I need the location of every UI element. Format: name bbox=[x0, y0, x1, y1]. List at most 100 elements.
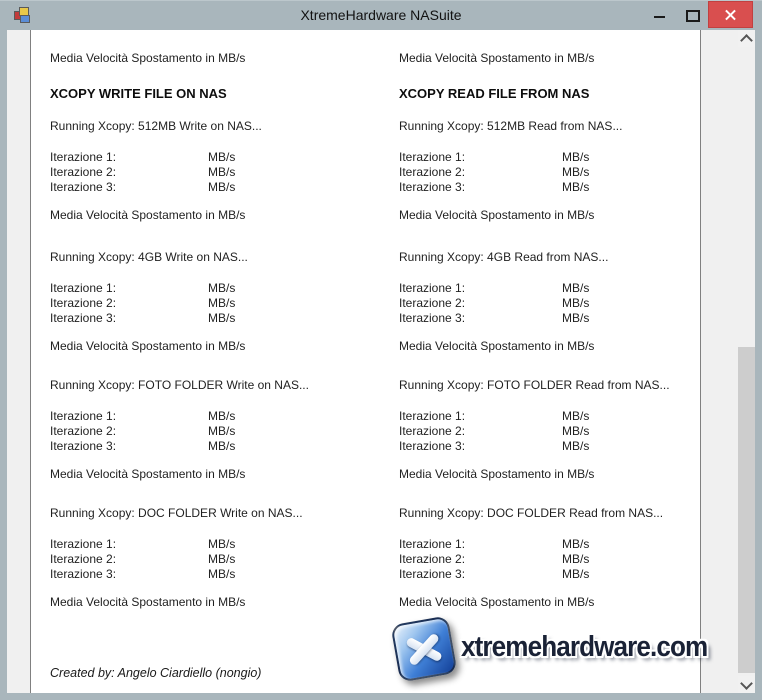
iteration-row: Iterazione 3: MB/s bbox=[399, 180, 729, 195]
iteration-label: Iterazione 2: bbox=[50, 165, 117, 179]
app-icon-blue-square bbox=[20, 15, 30, 23]
media-speed-label: Media Velocità Spostamento in MB/s bbox=[50, 208, 246, 222]
chevron-down-icon bbox=[740, 677, 753, 690]
read-4gb-block: Running Xcopy: 4GB Read from NAS... Iter… bbox=[399, 250, 729, 354]
window-border-left bbox=[0, 30, 7, 693]
iteration-row: Iterazione 3: MB/s bbox=[50, 567, 380, 582]
read-section-heading: XCOPY READ FILE FROM NAS bbox=[399, 86, 590, 101]
xtremehardware-x-icon bbox=[390, 615, 458, 683]
iteration-label: Iterazione 1: bbox=[399, 150, 466, 164]
write-section-heading: XCOPY WRITE FILE ON NAS bbox=[50, 86, 227, 101]
unit-label: MB/s bbox=[208, 537, 236, 551]
running-status-label: Running Xcopy: DOC FOLDER Read from NAS.… bbox=[399, 506, 664, 520]
iteration-row: Iterazione 1: MB/s bbox=[399, 150, 729, 165]
unit-label: MB/s bbox=[208, 150, 236, 164]
unit-label: MB/s bbox=[562, 537, 590, 551]
unit-label: MB/s bbox=[562, 439, 590, 453]
iteration-row: Iterazione 2: MB/s bbox=[399, 424, 729, 439]
unit-label: MB/s bbox=[562, 311, 590, 325]
unit-label: MB/s bbox=[562, 552, 590, 566]
iteration-label: Iterazione 1: bbox=[399, 409, 466, 423]
maximize-button[interactable] bbox=[678, 1, 708, 28]
unit-label: MB/s bbox=[562, 296, 590, 310]
running-status-label: Running Xcopy: FOTO FOLDER Write on NAS.… bbox=[50, 378, 309, 392]
window-title: XtremeHardware NASuite bbox=[300, 7, 462, 23]
title-bar[interactable]: XtremeHardware NASuite bbox=[0, 0, 762, 30]
media-speed-label: Media Velocità Spostamento in MB/s bbox=[50, 339, 246, 353]
scrollbar-thumb[interactable] bbox=[738, 347, 755, 673]
unit-label: MB/s bbox=[208, 424, 236, 438]
unit-label: MB/s bbox=[208, 409, 236, 423]
write-4gb-block: Running Xcopy: 4GB Write on NAS... Itera… bbox=[50, 250, 380, 354]
iteration-row: Iterazione 1: MB/s bbox=[399, 537, 729, 552]
iteration-label: Iterazione 2: bbox=[50, 552, 117, 566]
write-foto-folder-block: Running Xcopy: FOTO FOLDER Write on NAS.… bbox=[50, 378, 380, 482]
iteration-row: Iterazione 2: MB/s bbox=[399, 165, 729, 180]
iteration-label: Iterazione 3: bbox=[50, 567, 117, 581]
iteration-row: Iterazione 1: MB/s bbox=[50, 150, 380, 165]
app-window-icon[interactable] bbox=[14, 7, 31, 24]
scroll-down-button[interactable] bbox=[738, 676, 755, 693]
iteration-row: Iterazione 3: MB/s bbox=[399, 439, 729, 454]
unit-label: MB/s bbox=[562, 165, 590, 179]
unit-label: MB/s bbox=[208, 311, 236, 325]
iteration-row: Iterazione 2: MB/s bbox=[50, 296, 380, 311]
running-status-label: Running Xcopy: 512MB Write on NAS... bbox=[50, 119, 262, 133]
media-speed-label: Media Velocità Spostamento in MB/s bbox=[399, 467, 595, 481]
media-speed-label: Media Velocità Spostamento in MB/s bbox=[399, 339, 595, 353]
iteration-row: Iterazione 1: MB/s bbox=[50, 409, 380, 424]
unit-label: MB/s bbox=[562, 409, 590, 423]
results-panel: Media Velocità Spostamento in MB/s XCOPY… bbox=[30, 30, 708, 693]
iteration-row: Iterazione 1: MB/s bbox=[399, 281, 729, 296]
iteration-label: Iterazione 2: bbox=[50, 424, 117, 438]
iteration-label: Iterazione 1: bbox=[50, 281, 117, 295]
media-speed-label: Media Velocità Spostamento in MB/s bbox=[50, 595, 246, 609]
unit-label: MB/s bbox=[562, 567, 590, 581]
iteration-row: Iterazione 2: MB/s bbox=[399, 296, 729, 311]
iteration-label: Iterazione 1: bbox=[399, 537, 466, 551]
close-button[interactable] bbox=[708, 1, 753, 28]
unit-label: MB/s bbox=[208, 180, 236, 194]
iteration-label: Iterazione 3: bbox=[399, 567, 466, 581]
unit-label: MB/s bbox=[208, 552, 236, 566]
unit-label: MB/s bbox=[562, 281, 590, 295]
read-doc-folder-block: Running Xcopy: DOC FOLDER Read from NAS.… bbox=[399, 506, 729, 610]
media-speed-label: Media Velocità Spostamento in MB/s bbox=[399, 595, 595, 609]
unit-label: MB/s bbox=[208, 281, 236, 295]
media-speed-label: Media Velocità Spostamento in MB/s bbox=[50, 467, 246, 481]
iteration-label: Iterazione 2: bbox=[50, 296, 117, 310]
iteration-label: Iterazione 3: bbox=[399, 180, 466, 194]
chevron-up-icon bbox=[740, 34, 753, 47]
iteration-row: Iterazione 1: MB/s bbox=[50, 281, 380, 296]
read-512mb-block: Running Xcopy: 512MB Read from NAS... It… bbox=[399, 119, 729, 223]
iteration-row: Iterazione 2: MB/s bbox=[50, 424, 380, 439]
iteration-label: Iterazione 2: bbox=[399, 296, 466, 310]
iteration-label: Iterazione 3: bbox=[399, 311, 466, 325]
unit-label: MB/s bbox=[562, 424, 590, 438]
running-status-label: Running Xcopy: DOC FOLDER Write on NAS..… bbox=[50, 506, 303, 520]
running-status-label: Running Xcopy: 4GB Write on NAS... bbox=[50, 250, 248, 264]
running-status-label: Running Xcopy: 512MB Read from NAS... bbox=[399, 119, 623, 133]
iteration-label: Iterazione 2: bbox=[399, 424, 466, 438]
iteration-row: Iterazione 1: MB/s bbox=[399, 409, 729, 424]
iteration-row: Iterazione 1: MB/s bbox=[50, 537, 380, 552]
iteration-label: Iterazione 2: bbox=[399, 552, 466, 566]
running-status-label: Running Xcopy: FOTO FOLDER Read from NAS… bbox=[399, 378, 670, 392]
iteration-label: Iterazione 2: bbox=[399, 165, 466, 179]
minimize-button[interactable] bbox=[645, 1, 675, 28]
created-by-credit: Created by: Angelo Ciardiello (nongio) bbox=[50, 666, 262, 680]
iteration-label: Iterazione 1: bbox=[399, 281, 466, 295]
iteration-row: Iterazione 2: MB/s bbox=[399, 552, 729, 567]
media-speed-label: Media Velocità Spostamento in MB/s bbox=[399, 208, 595, 222]
unit-label: MB/s bbox=[208, 296, 236, 310]
read-foto-folder-block: Running Xcopy: FOTO FOLDER Read from NAS… bbox=[399, 378, 729, 482]
write-512mb-block: Running Xcopy: 512MB Write on NAS... Ite… bbox=[50, 119, 380, 223]
vertical-scrollbar[interactable] bbox=[738, 30, 755, 693]
unit-label: MB/s bbox=[208, 165, 236, 179]
write-doc-folder-block: Running Xcopy: DOC FOLDER Write on NAS..… bbox=[50, 506, 380, 610]
iteration-label: Iterazione 1: bbox=[50, 409, 117, 423]
minimize-icon bbox=[654, 16, 665, 18]
scroll-up-button[interactable] bbox=[738, 30, 755, 47]
iteration-row: Iterazione 3: MB/s bbox=[50, 180, 380, 195]
iteration-label: Iterazione 3: bbox=[50, 311, 117, 325]
